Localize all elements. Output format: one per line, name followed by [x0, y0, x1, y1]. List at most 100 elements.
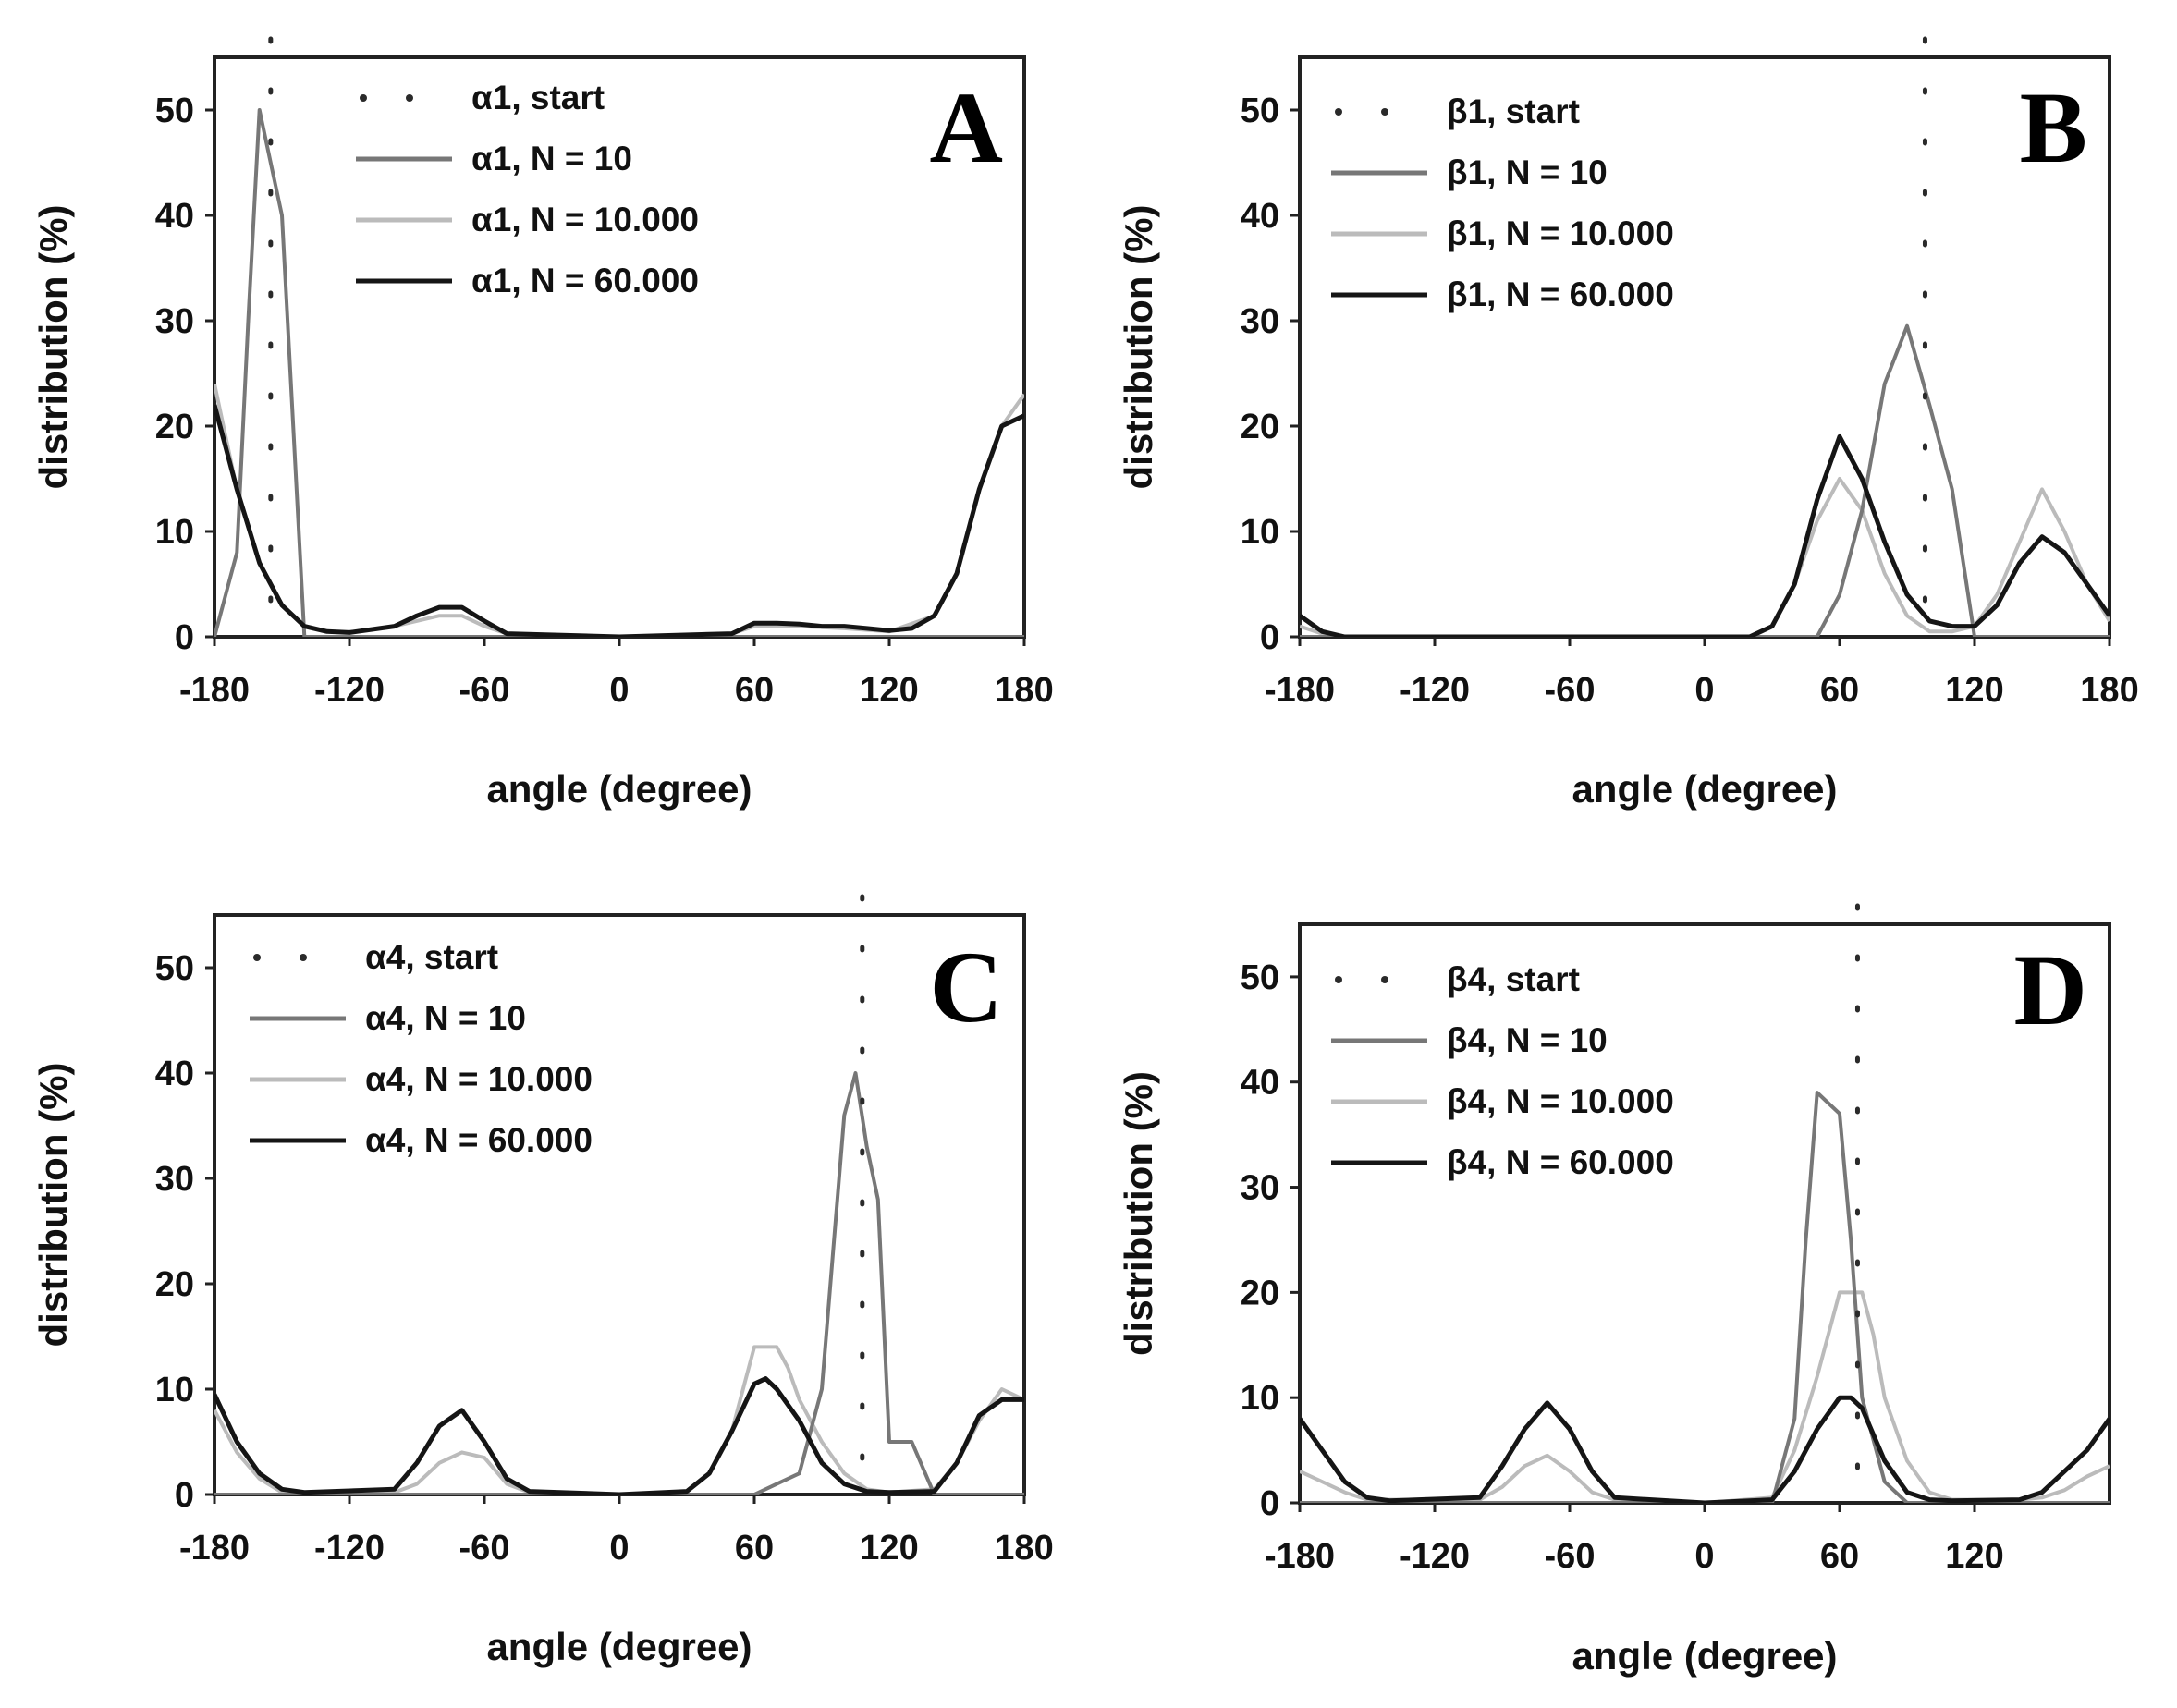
x-tick-label: 180 — [995, 1529, 1053, 1568]
y-tick-label: 20 — [1241, 1274, 1279, 1312]
legend-label: α1, N = 10 — [471, 140, 632, 177]
plot-frame — [1298, 922, 2111, 1505]
y-tick-label: 0 — [1260, 618, 1279, 657]
x-tick-label: 0 — [609, 1529, 629, 1568]
legend-label: β1, N = 10 — [1447, 153, 1608, 191]
legend-swatch-start-dot — [1381, 108, 1388, 116]
y-tick-label: 40 — [1241, 197, 1279, 236]
y-tick-label: 40 — [1241, 1064, 1279, 1103]
x-tick-label: 0 — [1694, 1537, 1714, 1576]
x-axis-title: angle (degree) — [1572, 767, 1837, 811]
y-tick-label: 50 — [1241, 92, 1279, 130]
x-tick-label: 60 — [735, 671, 774, 710]
plot-frame — [1298, 55, 2111, 639]
y-tick-label: 10 — [155, 513, 194, 552]
legend-label: α4, N = 60.000 — [365, 1121, 593, 1159]
panel-letter: C — [930, 931, 1003, 1043]
x-tick-label: 0 — [609, 671, 629, 710]
x-tick-label: 180 — [995, 671, 1053, 710]
x-axis-title: angle (degree) — [486, 1625, 752, 1668]
x-tick-label: -60 — [1545, 1537, 1596, 1576]
series-line-n10000 — [1300, 1290, 2110, 1503]
y-tick-label: 30 — [1241, 1169, 1279, 1208]
plot-frame — [213, 913, 1026, 1496]
x-tick-label: -60 — [459, 671, 510, 710]
x-tick-label: -60 — [1545, 671, 1596, 710]
chart-panel-c: 0 10 20 30 40 50 -180 -120 -60 0 60 120 180 angle (de… — [31, 894, 1054, 1668]
y-tick-label: 20 — [155, 408, 194, 446]
y-tick-label: 30 — [1241, 302, 1279, 341]
y-tick-label: 50 — [155, 949, 194, 988]
legend-swatch-start-dot — [1335, 108, 1342, 116]
x-tick-label: -120 — [314, 1529, 385, 1568]
x-tick-label: 120 — [860, 1529, 918, 1568]
series-line-n10 — [1300, 1091, 2110, 1503]
legend-swatch-start-dot — [300, 954, 307, 961]
x-axis-title: angle (degree) — [1572, 1634, 1837, 1678]
y-tick-label: 0 — [175, 618, 194, 657]
legend-label: α4, N = 10 — [365, 999, 526, 1037]
y-tick-label: 0 — [175, 1476, 194, 1515]
y-tick-label: 50 — [1241, 958, 1279, 997]
legend: α4, start α4, N = 10 α4, N = 10.000 α4, N =… — [250, 938, 593, 1159]
series-line-n10 — [214, 1071, 1024, 1494]
x-tick-label: -180 — [1265, 671, 1335, 710]
legend-swatch-start-dot — [253, 954, 261, 961]
legend-label: α1, N = 60.000 — [471, 262, 699, 299]
y-axis-title: distribution (%) — [1117, 1071, 1160, 1356]
series-line-n60000 — [214, 1376, 1024, 1494]
legend-swatch-start-dot — [406, 94, 413, 102]
legend-label: α1, start — [471, 79, 605, 116]
chart-panel-d: 0 10 20 30 40 50 -180 -120 -60 0 60 120 angle (degre… — [1117, 903, 2111, 1678]
y-axis-title: distribution (%) — [31, 1063, 75, 1348]
x-tick-label: 120 — [1945, 671, 2003, 710]
y-tick-label: 0 — [1260, 1484, 1279, 1523]
legend-label: β4, N = 10.000 — [1447, 1082, 1674, 1120]
y-axis-title: distribution (%) — [1117, 205, 1160, 490]
legend-label: α1, N = 10.000 — [471, 201, 699, 238]
legend-label: β4, start — [1447, 960, 1580, 998]
x-tick-label: 60 — [1820, 671, 1859, 710]
series-line-n60000 — [1300, 433, 2110, 637]
x-tick-label: 60 — [1820, 1537, 1859, 1576]
panel-letter: A — [930, 71, 1003, 184]
x-axis-title: angle (degree) — [486, 767, 752, 811]
series-line-n60000 — [214, 404, 1024, 637]
x-tick-label: -60 — [459, 1529, 510, 1568]
panel-letter: B — [2020, 71, 2087, 184]
x-tick-label: -180 — [1265, 1537, 1335, 1576]
x-tick-label: 0 — [1694, 671, 1714, 710]
legend-swatch-start-dot — [1381, 976, 1388, 983]
x-tick-label: -120 — [1400, 1537, 1470, 1576]
x-tick-label: 180 — [2080, 671, 2138, 710]
legend-label: β4, N = 10 — [1447, 1021, 1608, 1059]
legend-swatch-start-dot — [360, 94, 367, 102]
legend-label: α4, N = 10.000 — [365, 1060, 593, 1098]
y-tick-label: 30 — [155, 1160, 194, 1199]
chart-panel-b: 0 10 20 30 40 50 -180 -120 -60 0 60 120 180 angle (de… — [1117, 36, 2139, 811]
y-axis-title: distribution (%) — [31, 205, 75, 490]
legend: β4, start β4, N = 10 β4, N = 10.000 β4, N =… — [1331, 960, 1674, 1181]
legend-label: α4, start — [365, 938, 498, 976]
x-tick-label: 120 — [1945, 1537, 2003, 1576]
legend-label: β1, N = 60.000 — [1447, 275, 1674, 313]
y-tick-label: 30 — [155, 302, 194, 341]
x-tick-label: -180 — [179, 671, 250, 710]
series-line-n10 — [1300, 323, 2110, 637]
y-tick-label: 10 — [1241, 513, 1279, 552]
series-line-n60000 — [1300, 1395, 2110, 1503]
legend-label: β1, start — [1447, 92, 1580, 130]
y-tick-label: 40 — [155, 197, 194, 236]
series-line-n10000 — [214, 1345, 1024, 1494]
x-tick-label: -120 — [1400, 671, 1470, 710]
y-tick-label: 50 — [155, 92, 194, 130]
y-tick-label: 40 — [155, 1055, 194, 1093]
legend-label: β1, N = 10.000 — [1447, 214, 1674, 252]
legend-swatch-start-dot — [1335, 976, 1342, 983]
x-tick-label: 120 — [860, 671, 918, 710]
legend: β1, start β1, N = 10 β1, N = 10.000 β1, N =… — [1331, 92, 1674, 313]
x-tick-label: -120 — [314, 671, 385, 710]
panel-letter: D — [2014, 933, 2087, 1046]
x-tick-label: -180 — [179, 1529, 250, 1568]
